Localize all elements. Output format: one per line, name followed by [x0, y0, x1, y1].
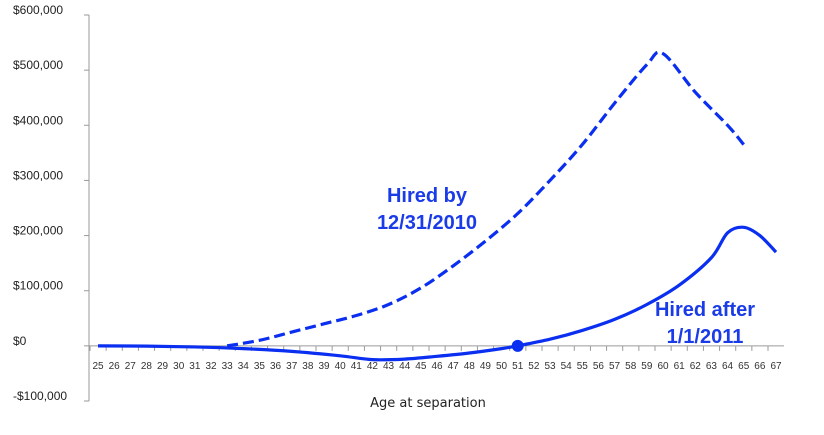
series-marker-point — [511, 339, 524, 352]
series-line-hired-after — [97, 225, 778, 362]
x-tick-label: 66 — [754, 361, 766, 372]
series-line-hired-by — [226, 50, 745, 348]
x-tick-label: 31 — [189, 361, 201, 372]
x-tick-label: 36 — [270, 361, 282, 372]
y-tick-label: $400,000 — [13, 113, 63, 127]
x-tick-label: 40 — [335, 361, 347, 372]
x-tick-label: 30 — [173, 361, 185, 372]
x-tick-label: 53 — [544, 361, 556, 372]
annotation-hired-by-line-2: 12/31/2010 — [377, 212, 477, 234]
y-tick-label: $600,000 — [13, 3, 63, 17]
x-axis-title: Age at separation — [370, 396, 486, 411]
x-tick-label: 32 — [205, 361, 217, 372]
x-tick-label: 54 — [561, 361, 573, 372]
annotation-hired-after: Hired after 1/1/2011 — [655, 299, 755, 348]
x-tick-label: 58 — [625, 361, 637, 372]
x-tick-label: 67 — [770, 361, 782, 372]
x-tick-label: 34 — [238, 361, 250, 372]
x-tick-label: 25 — [92, 361, 104, 372]
y-tick-label: $300,000 — [13, 168, 63, 182]
x-tick-label: 41 — [351, 361, 363, 372]
x-tick-label: 37 — [286, 361, 298, 372]
x-tick-label: 60 — [657, 361, 669, 372]
x-tick-label: 43 — [383, 361, 395, 372]
annotation-hired-after-line-1: Hired after — [655, 299, 755, 321]
y-tick-labels: $600,000 $500,000 $400,000 $300,000 $200,000… — [13, 3, 89, 403]
x-tick-label: 46 — [431, 361, 443, 372]
x-tick-label: 28 — [141, 361, 153, 372]
x-tick-label: 50 — [496, 361, 508, 372]
x-tick-label: 42 — [367, 361, 379, 372]
x-tick-label: 62 — [690, 361, 702, 372]
x-tick-label: 29 — [157, 361, 169, 372]
x-tick-label: 33 — [222, 361, 234, 372]
x-tick-label: 55 — [577, 361, 589, 372]
x-tick-label: 47 — [448, 361, 460, 372]
x-tick-label: 38 — [302, 361, 314, 372]
x-tick-label: 49 — [480, 361, 492, 372]
x-tick-label: 39 — [318, 361, 330, 372]
x-tick-label: 65 — [738, 361, 750, 372]
x-tick-label: 51 — [512, 361, 524, 372]
y-tick-label: $0 — [13, 334, 27, 348]
annotation-hired-after-line-2: 1/1/2011 — [667, 326, 744, 348]
x-tick-label: 35 — [254, 361, 266, 372]
y-tick-label: $500,000 — [13, 58, 63, 72]
annotation-hired-by: Hired by 12/31/2010 — [377, 185, 477, 234]
y-tick-label: -$100,000 — [13, 389, 67, 403]
x-tick-label: 61 — [674, 361, 686, 372]
x-tick-label: 26 — [109, 361, 121, 372]
x-tick-label: 48 — [464, 361, 476, 372]
x-tick-label: 57 — [609, 361, 621, 372]
y-tick-label: $100,000 — [13, 279, 63, 293]
x-tick-label: 52 — [528, 361, 540, 372]
series-lines — [97, 50, 778, 362]
x-tick-label: 45 — [415, 361, 427, 372]
y-tick-label: $200,000 — [13, 224, 63, 238]
x-tick-label: 64 — [722, 361, 734, 372]
x-tick-label: 44 — [399, 361, 411, 372]
x-tick-label: 63 — [706, 361, 718, 372]
x-tick-label: 27 — [125, 361, 137, 372]
annotation-hired-by-line-1: Hired by — [387, 185, 468, 207]
x-tick-labels: 25 26 27 28 29 30 31 32 33 34 35 36 37 38 39 40 41 42 43 44… — [89, 345, 782, 372]
x-tick-label: 59 — [641, 361, 653, 372]
x-tick-label: 56 — [593, 361, 605, 372]
